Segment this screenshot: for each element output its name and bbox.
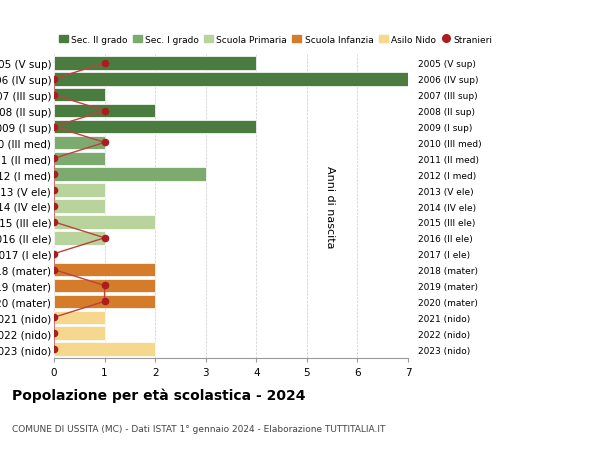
Bar [54, 311, 104, 325]
Text: Popolazione per età scolastica - 2024: Popolazione per età scolastica - 2024 [12, 388, 305, 403]
Bar [54, 327, 104, 340]
Bar [54, 121, 256, 134]
Bar [54, 216, 155, 229]
Bar [54, 168, 206, 182]
Bar [54, 200, 104, 213]
Text: COMUNE DI USSITA (MC) - Dati ISTAT 1° gennaio 2024 - Elaborazione TUTTITALIA.IT: COMUNE DI USSITA (MC) - Dati ISTAT 1° ge… [12, 425, 385, 434]
Bar [54, 342, 155, 356]
Y-axis label: Anni di nascita: Anni di nascita [325, 165, 335, 248]
Legend: Sec. II grado, Sec. I grado, Scuola Primaria, Scuola Infanzia, Asilo Nido, Stran: Sec. II grado, Sec. I grado, Scuola Prim… [59, 35, 493, 45]
Bar [54, 136, 104, 150]
Bar [54, 231, 104, 245]
Bar [54, 57, 256, 71]
Bar [54, 152, 104, 166]
Bar [54, 105, 155, 118]
Bar [54, 295, 155, 308]
Bar [54, 184, 104, 197]
Bar [54, 263, 155, 277]
Bar [54, 279, 155, 292]
Bar [54, 73, 408, 86]
Bar [54, 89, 104, 102]
